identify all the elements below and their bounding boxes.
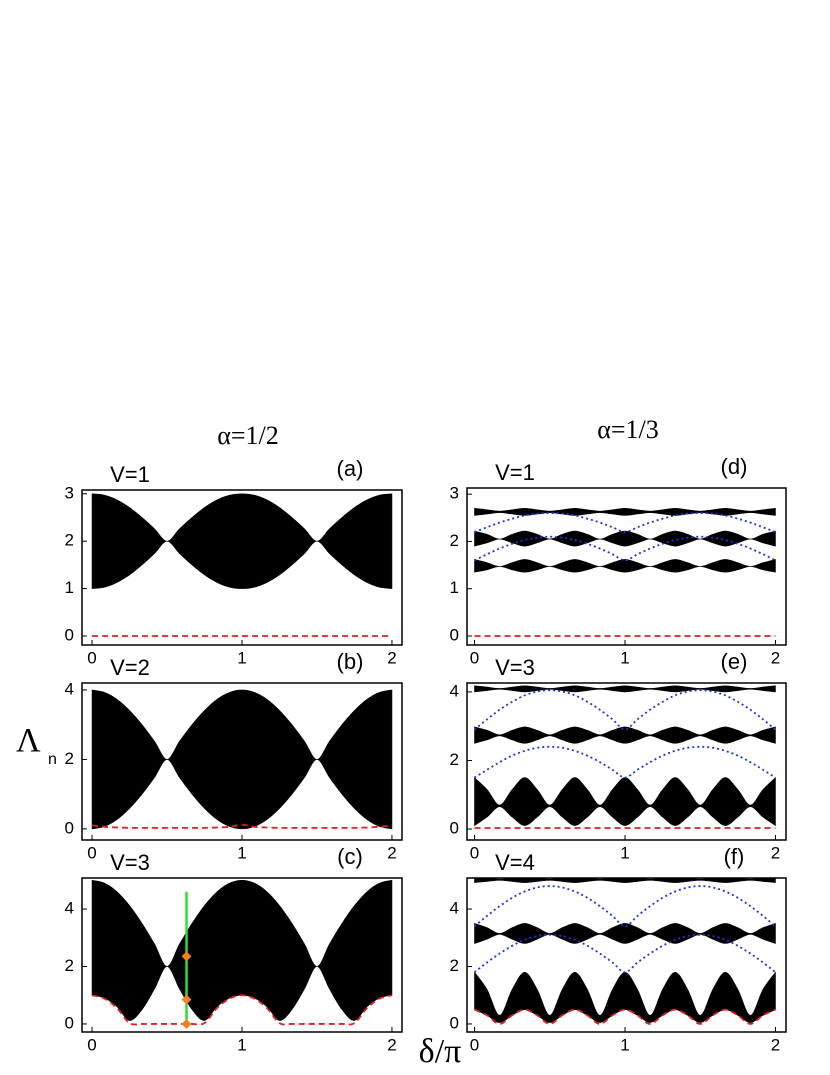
series-line (474, 745, 776, 779)
y-tick-label: 0 (450, 1013, 459, 1032)
marker-point (181, 1019, 192, 1029)
y-tick-label: 2 (450, 531, 459, 550)
x-tick-label: 1 (620, 1035, 629, 1054)
series-line (473, 933, 777, 974)
y-tick-label: 0 (65, 818, 74, 837)
y-tick-label: 4 (65, 899, 74, 918)
y-tick-label: 2 (450, 750, 459, 769)
x-tick-label: 0 (87, 648, 96, 667)
plot-frame (466, 682, 787, 841)
series-line (473, 885, 777, 928)
marker-point (181, 994, 192, 1005)
band (91, 493, 393, 589)
x-tick-label: 0 (470, 648, 479, 667)
x-tick-label: 0 (470, 1035, 479, 1054)
x-tick-label: 2 (387, 1035, 396, 1054)
plot-area (473, 685, 777, 829)
band (474, 530, 776, 547)
x-tick-label: 1 (237, 843, 246, 862)
series-line (91, 994, 393, 1026)
band (91, 879, 393, 1021)
plot-frame (466, 877, 787, 1033)
panel-parameter: V=3 (110, 850, 150, 875)
series-line (474, 1008, 776, 1025)
plot-frame (466, 487, 787, 646)
panel-parameter: V=2 (110, 655, 150, 680)
y-axis-label: Λ (16, 722, 41, 759)
band (474, 776, 776, 827)
band (91, 689, 393, 830)
y-tick-label: 0 (65, 625, 74, 644)
x-tick-label: 0 (87, 1035, 96, 1054)
band (474, 922, 776, 944)
series-line (91, 823, 393, 829)
column-title: α=1/3 (597, 415, 659, 444)
panel-parameter: V=3 (495, 655, 535, 680)
y-tick-label: 0 (450, 625, 459, 644)
y-tick-label: 1 (450, 578, 459, 597)
y-tick-label: 3 (450, 484, 459, 503)
y-tick-label: 2 (450, 956, 459, 975)
plot-area (473, 878, 777, 1025)
x-tick-label: 2 (771, 648, 780, 667)
x-tick-label: 2 (387, 648, 396, 667)
plot-area (91, 879, 393, 1026)
x-tick-label: 1 (620, 843, 629, 862)
y-tick-label: 2 (65, 749, 74, 768)
panel-label: (b) (337, 649, 364, 674)
panel-parameter: V=1 (110, 462, 150, 487)
y-tick-label: 3 (65, 483, 74, 502)
x-tick-label: 2 (387, 843, 396, 862)
y-tick-label: 1 (65, 578, 74, 597)
y-tick-label: 2 (65, 531, 74, 550)
x-tick-label: 1 (237, 648, 246, 667)
marker-point (181, 951, 192, 962)
x-tick-label: 2 (771, 843, 780, 862)
panel-parameter: V=1 (495, 460, 535, 485)
plot-area (91, 493, 393, 637)
band (474, 726, 776, 744)
x-axis-label: δ/π (419, 1033, 462, 1070)
band (474, 685, 776, 693)
panel-label: (c) (337, 844, 363, 869)
x-tick-label: 0 (470, 843, 479, 862)
series-line (473, 689, 777, 731)
y-tick-label: 4 (450, 899, 459, 918)
y-tick-label: 2 (65, 956, 74, 975)
column-title: α=1/2 (217, 421, 279, 450)
x-tick-label: 0 (87, 843, 96, 862)
y-tick-label: 0 (65, 1013, 74, 1032)
y-tick-label: 0 (450, 819, 459, 838)
plot-area (91, 689, 393, 830)
panel-parameter: V=4 (495, 850, 535, 875)
y-axis-label-subscript: n (48, 751, 57, 768)
panel-label: (a) (337, 456, 364, 481)
band (474, 971, 776, 1023)
x-tick-label: 2 (771, 1035, 780, 1054)
y-tick-label: 4 (450, 681, 459, 700)
panel-label: (e) (721, 649, 748, 674)
panel-label: (f) (724, 844, 745, 869)
y-tick-label: 4 (65, 679, 74, 698)
x-tick-label: 1 (620, 648, 629, 667)
band (474, 559, 776, 573)
x-tick-label: 1 (237, 1035, 246, 1054)
series-line (474, 512, 776, 533)
band (474, 507, 776, 516)
panel-label: (d) (721, 454, 748, 479)
band (474, 878, 776, 883)
plot-area (474, 507, 776, 637)
